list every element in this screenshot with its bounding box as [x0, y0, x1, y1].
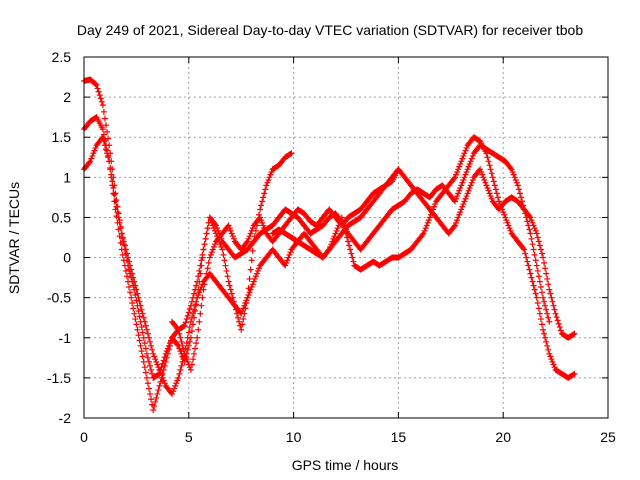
y-tick-label: -2: [59, 410, 72, 426]
plot-frame: [83, 56, 609, 419]
data-series-track-5: [169, 142, 553, 333]
y-tick-label: -1: [59, 330, 72, 346]
grid-lines: [84, 57, 608, 418]
y-tick-label: 1: [63, 169, 71, 185]
y-tick-labels: -2 -1.5 -1 -0.5 0 0.5 1 1.5 2 2.5: [47, 49, 71, 426]
y-tick-label: -1.5: [47, 370, 71, 386]
axis-ticks: [83, 56, 609, 419]
x-axis-title: GPS time / hours: [292, 457, 399, 473]
chart-title: Day 249 of 2021, Sidereal Day-to-day VTE…: [77, 22, 584, 38]
y-tick-label: 0: [63, 250, 71, 266]
y-tick-label: 2.5: [52, 49, 72, 65]
x-tick-labels: 0 5 10 15 20 25: [80, 429, 616, 445]
y-tick-label: 2: [63, 89, 71, 105]
x-tick-label: 0: [80, 429, 88, 445]
y-tick-label: 1.5: [52, 129, 72, 145]
x-tick-label: 5: [185, 429, 193, 445]
y-tick-label: 0.5: [52, 209, 72, 225]
y-tick-label: -0.5: [47, 290, 71, 306]
x-tick-label: 10: [286, 429, 302, 445]
y-axis-title: SDTVAR / TECUs: [6, 182, 22, 294]
x-tick-label: 15: [391, 429, 407, 445]
x-tick-label: 20: [495, 429, 511, 445]
data-series-track-4: [269, 166, 578, 341]
x-tick-label: 25: [600, 429, 616, 445]
